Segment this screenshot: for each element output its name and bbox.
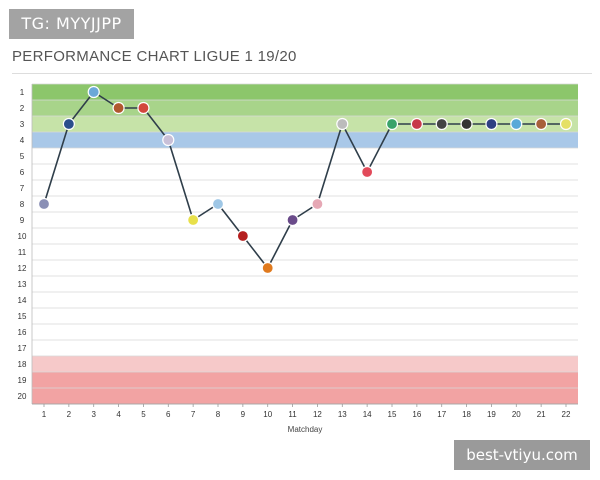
x-axis-label: Matchday: [288, 425, 323, 434]
y-tick-label: 8: [20, 200, 25, 209]
club-badge-icon: [311, 197, 324, 211]
club-badge-icon: [460, 117, 473, 131]
y-tick-label: 2: [20, 104, 25, 113]
x-tick-label: 11: [288, 410, 297, 419]
zone-band: [32, 100, 578, 116]
chart-title: PERFORMANCE CHART LIGUE 1 19/20: [12, 48, 297, 65]
club-badge-icon: [410, 117, 423, 131]
x-tick-label: 17: [437, 410, 446, 419]
x-tick-label: 15: [388, 410, 397, 419]
x-tick-label: 18: [462, 410, 471, 419]
x-tick-label: 7: [191, 410, 196, 419]
y-tick-label: 18: [18, 360, 27, 369]
club-badge-icon: [286, 213, 299, 227]
x-tick-label: 21: [537, 410, 546, 419]
telegram-badge: TG: MYYJJPP: [9, 9, 134, 39]
x-tick-label: 13: [338, 410, 347, 419]
club-badge-icon: [336, 117, 349, 131]
watermark: best-vtiyu.com: [454, 440, 590, 470]
x-tick-label: 6: [166, 410, 171, 419]
x-tick-label: 19: [487, 410, 496, 419]
y-tick-label: 17: [18, 344, 27, 353]
club-badge-icon: [510, 117, 523, 131]
x-tick-label: 22: [562, 410, 571, 419]
y-tick-label: 10: [18, 232, 27, 241]
y-tick-label: 7: [20, 184, 25, 193]
club-badge-icon: [62, 117, 75, 131]
y-tick-label: 6: [20, 168, 25, 177]
club-badge-icon: [385, 117, 399, 131]
title-divider: [12, 73, 592, 74]
y-tick-label: 20: [18, 392, 27, 401]
y-tick-label: 15: [18, 312, 27, 321]
club-badge-icon: [37, 197, 51, 211]
x-tick-label: 16: [412, 410, 421, 419]
series-polyline: [43, 91, 566, 269]
club-badge-icon: [187, 213, 200, 227]
zone-band: [32, 84, 578, 100]
club-badge-icon: [236, 229, 249, 243]
y-tick-label: 5: [20, 152, 25, 161]
y-tick-label: 11: [18, 248, 27, 257]
x-tick-label: 8: [216, 410, 221, 419]
x-tick-labels: 1 2 3 4 5 6 7 8 9 10 11 12 13 14 15 16 17 18 19 20 21 22: [42, 404, 571, 419]
club-badge-icon: [485, 117, 498, 131]
zone-band: [32, 132, 578, 148]
x-tick-label: 14: [363, 410, 372, 419]
club-badge-icon: [87, 85, 100, 99]
club-badge-icon: [559, 117, 573, 131]
x-tick-label: 12: [313, 410, 322, 419]
y-tick-label: 19: [18, 376, 27, 385]
club-badge-icon: [435, 117, 448, 131]
club-badge-icon: [137, 101, 150, 115]
y-tick-label: 14: [18, 296, 27, 305]
club-badge-icon: [162, 133, 175, 147]
series-line: [43, 91, 566, 269]
x-tick-label: 5: [141, 410, 146, 419]
y-tick-label: 1: [20, 88, 25, 97]
zone-band: [32, 356, 578, 372]
club-badge-icon: [211, 197, 225, 211]
y-tick-label: 16: [18, 328, 27, 337]
x-tick-label: 2: [67, 410, 72, 419]
y-tick-label: 12: [18, 264, 27, 273]
x-tick-label: 4: [116, 410, 121, 419]
club-badge-icon: [261, 261, 274, 275]
y-tick-label: 4: [20, 136, 25, 145]
y-tick-label: 13: [18, 280, 27, 289]
x-tick-label: 3: [91, 410, 96, 419]
x-tick-label: 10: [263, 410, 272, 419]
club-badge-icon: [535, 117, 548, 131]
x-tick-label: 1: [42, 410, 47, 419]
x-tick-label: 9: [241, 410, 246, 419]
y-tick-label: 9: [20, 216, 25, 225]
club-badge-icon: [361, 165, 374, 179]
y-tick-label: 3: [20, 120, 25, 129]
grid-lines: [31, 83, 578, 405]
club-badge-icon: [112, 101, 125, 115]
series-points: [37, 85, 573, 275]
x-tick-label: 20: [512, 410, 521, 419]
